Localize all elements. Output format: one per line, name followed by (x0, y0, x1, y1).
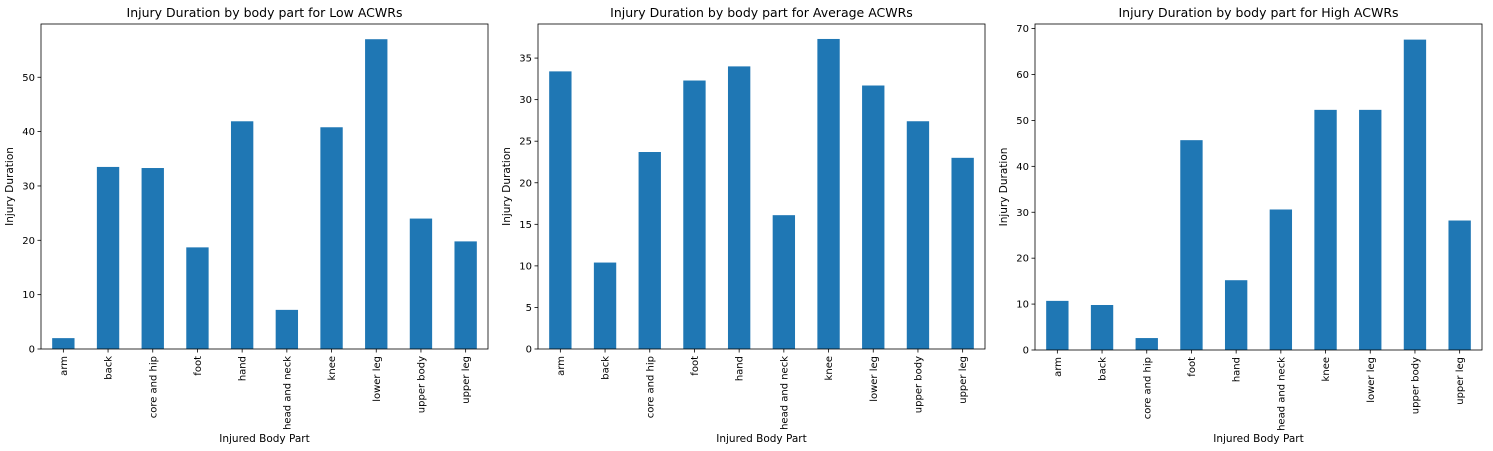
bar (1403, 39, 1427, 350)
axes-frame (537, 23, 986, 350)
y-tick-label: 10 (519, 261, 532, 272)
y-tick-label: 20 (1016, 254, 1029, 265)
x-tick-label: lower leg (372, 356, 383, 402)
bar (1224, 280, 1248, 350)
bar (52, 338, 75, 349)
x-tick-label: upper leg (1455, 357, 1466, 405)
y-tick-label: 0 (526, 345, 532, 356)
x-axis-label: Injured Body Part (1213, 433, 1303, 445)
bar (320, 127, 343, 350)
axes-frame (1034, 23, 1483, 351)
chart-title: Injury Duration by body part for Average… (610, 5, 913, 20)
y-tick-label: 5 (526, 303, 532, 314)
bar (141, 168, 164, 349)
x-axis-label: Injured Body Part (219, 433, 309, 445)
x-tick-label: knee (1321, 357, 1332, 381)
bar (772, 215, 796, 349)
y-tick-label: 25 (519, 137, 532, 148)
x-tick-label: upper leg (461, 356, 472, 404)
x-tick-label: lower leg (869, 356, 880, 402)
y-axis-label: Injury Duration (501, 147, 513, 226)
x-tick-label: foot (1187, 357, 1198, 377)
y-tick-label: 40 (22, 127, 35, 138)
y-tick-label: 50 (1016, 116, 1029, 127)
y-tick-label: 50 (22, 73, 35, 84)
bar (1046, 300, 1069, 350)
bar (1090, 305, 1114, 350)
x-tick-label: hand (1232, 357, 1243, 382)
bar (549, 71, 572, 350)
y-tick-label: 20 (519, 178, 532, 189)
x-tick-label: arm (556, 356, 567, 376)
bar (275, 309, 299, 349)
bar (1448, 220, 1471, 350)
bar (638, 152, 661, 349)
bar (1269, 209, 1293, 350)
bar (727, 66, 751, 350)
y-axis-label: Injury Duration (4, 147, 16, 226)
x-tick-label: core and hip (1142, 357, 1153, 419)
bar (186, 247, 209, 349)
bar (1180, 140, 1203, 350)
y-tick-label: 70 (1016, 24, 1029, 35)
bar (454, 241, 477, 349)
x-tick-label: head and neck (282, 356, 293, 430)
bar (593, 262, 617, 349)
y-tick-label: 30 (519, 95, 532, 106)
x-tick-label: arm (1053, 357, 1064, 377)
y-tick-label: 0 (1023, 346, 1029, 357)
x-tick-label: head and neck (779, 356, 790, 430)
x-tick-label: head and neck (1276, 357, 1287, 431)
bar (230, 121, 254, 349)
y-tick-label: 60 (1016, 70, 1029, 81)
x-tick-label: upper leg (958, 356, 969, 404)
axes-frame (40, 23, 489, 350)
y-tick-label: 30 (22, 181, 35, 192)
x-tick-label: foot (193, 356, 204, 376)
bar (1314, 109, 1337, 350)
x-tick-label: back (104, 356, 115, 380)
y-tick-label: 30 (1016, 208, 1029, 219)
bar (817, 38, 840, 349)
bar (906, 121, 930, 349)
y-tick-label: 10 (22, 290, 35, 301)
x-axis-label: Injured Body Part (716, 433, 806, 445)
chart-panel-1: 0 5 10 15 20 25 30 35 arm back core and hip foot han… (501, 5, 986, 445)
x-tick-label: back (601, 356, 612, 380)
bar (951, 157, 974, 349)
x-tick-label: back (1098, 357, 1109, 381)
x-tick-label: hand (238, 356, 249, 381)
y-tick-label: 0 (29, 345, 35, 356)
x-tick-label: upper body (913, 356, 924, 413)
bar (683, 80, 706, 350)
y-tick-label: 20 (22, 236, 35, 247)
x-tick-label: lower leg (1366, 357, 1377, 403)
x-tick-label: upper body (1410, 357, 1421, 414)
bar (365, 39, 388, 349)
chart-panel-0: 0 10 20 30 40 50 arm back core and hip foot hand he… (4, 5, 489, 445)
bar (409, 218, 433, 349)
x-tick-label: hand (735, 356, 746, 381)
x-tick-label: foot (690, 356, 701, 376)
y-tick-label: 15 (519, 220, 532, 231)
bar (862, 85, 885, 350)
y-tick-label: 35 (519, 54, 532, 65)
chart-panel-2: 0 10 20 30 40 50 60 70 arm back core and hip foot ha… (998, 5, 1483, 445)
y-tick-label: 40 (1016, 162, 1029, 173)
bar (96, 166, 120, 349)
y-tick-label: 10 (1016, 300, 1029, 311)
y-axis-label: Injury Duration (998, 148, 1010, 227)
chart-title: Injury Duration by body part for Low ACW… (127, 5, 403, 20)
chart-title: Injury Duration by body part for High AC… (1118, 5, 1398, 20)
x-tick-label: knee (824, 356, 835, 380)
x-tick-label: core and hip (645, 356, 656, 418)
x-tick-label: arm (59, 356, 70, 376)
bar (1135, 338, 1158, 350)
x-tick-label: core and hip (148, 356, 159, 418)
x-tick-label: upper body (416, 356, 427, 413)
bar (1359, 109, 1382, 350)
x-tick-label: knee (327, 356, 338, 380)
